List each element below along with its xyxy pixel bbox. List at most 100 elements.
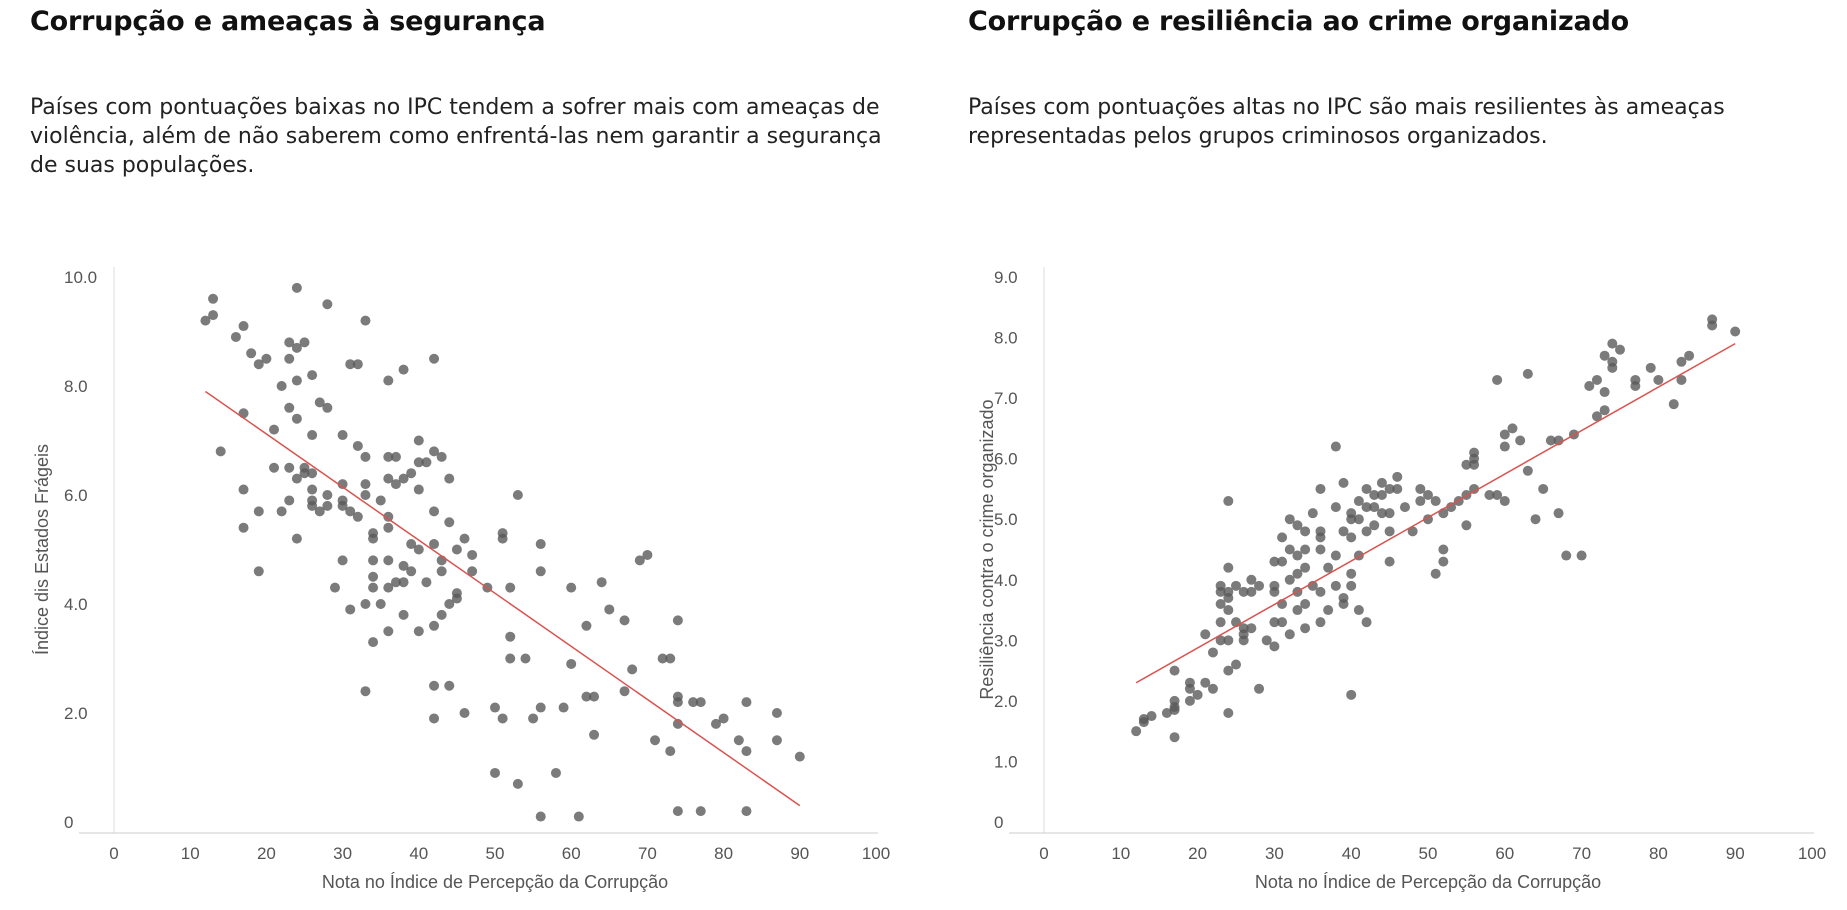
data-point xyxy=(398,473,409,484)
data-point xyxy=(390,479,401,490)
data-point xyxy=(1530,514,1541,525)
data-point xyxy=(1607,338,1618,349)
x-axis-title: Nota no Índice de Percepção da Corrupção xyxy=(322,872,668,892)
data-point xyxy=(1254,683,1265,694)
data-point xyxy=(1676,356,1687,367)
data-point xyxy=(413,457,424,468)
data-point xyxy=(672,806,683,817)
x-tick-label: 30 xyxy=(333,844,352,863)
data-point xyxy=(1576,550,1587,561)
data-point xyxy=(1277,532,1288,543)
data-point xyxy=(1507,423,1518,434)
data-point xyxy=(1138,717,1149,728)
y-tick-label: 2.0 xyxy=(994,692,1018,711)
data-point xyxy=(406,566,417,577)
data-point xyxy=(1223,635,1234,646)
data-point xyxy=(291,473,302,484)
data-point xyxy=(307,370,318,381)
data-point xyxy=(1300,544,1311,555)
data-point xyxy=(413,435,424,446)
data-point xyxy=(1223,708,1234,718)
data-point xyxy=(1499,441,1510,452)
y-tick-label: 10.0 xyxy=(64,268,97,287)
data-point xyxy=(390,451,401,462)
data-point xyxy=(1300,623,1311,634)
data-point xyxy=(528,713,539,724)
data-point xyxy=(1223,605,1234,616)
data-point xyxy=(1338,477,1349,488)
data-point xyxy=(512,778,523,789)
data-point xyxy=(1384,556,1395,567)
data-point xyxy=(589,729,600,740)
data-point xyxy=(1346,568,1357,579)
data-point xyxy=(1607,356,1618,367)
data-point xyxy=(1376,490,1387,500)
data-point xyxy=(771,708,782,718)
data-point xyxy=(1269,641,1280,652)
data-point xyxy=(269,462,280,473)
data-point xyxy=(314,397,325,408)
data-point xyxy=(269,424,280,435)
data-point xyxy=(253,566,264,577)
data-point xyxy=(398,609,409,620)
data-point xyxy=(505,631,516,642)
data-point xyxy=(1430,568,1441,579)
data-point xyxy=(573,811,584,822)
x-tick-label: 90 xyxy=(1726,844,1745,863)
data-point xyxy=(1284,629,1295,640)
data-point xyxy=(368,571,379,582)
data-point xyxy=(429,446,440,457)
data-point xyxy=(352,359,363,370)
data-point xyxy=(1292,568,1303,579)
data-point xyxy=(1392,483,1403,494)
left-chart-panel: Corrupção e ameaças à segurança Países c… xyxy=(30,0,890,178)
data-point xyxy=(1315,617,1326,628)
data-point xyxy=(436,609,447,620)
data-point xyxy=(436,451,447,462)
data-point xyxy=(1292,520,1303,531)
y-tick-label: 4.0 xyxy=(64,595,88,614)
data-point xyxy=(337,479,348,490)
x-tick-label: 90 xyxy=(790,844,809,863)
data-point xyxy=(238,321,249,332)
data-point xyxy=(375,599,386,609)
data-point xyxy=(299,337,310,348)
data-point xyxy=(360,490,371,500)
data-point xyxy=(429,506,440,517)
data-point xyxy=(566,582,577,593)
data-point xyxy=(299,468,310,479)
data-point xyxy=(1223,665,1234,676)
left-chart-subtitle: Países com pontuações baixas no IPC tend… xyxy=(30,95,882,178)
data-point xyxy=(1215,617,1226,628)
y-tick-label: 8.0 xyxy=(994,329,1018,348)
data-point xyxy=(1292,550,1303,561)
y-tick-label: 8.0 xyxy=(64,377,88,396)
data-point xyxy=(1361,526,1372,537)
data-point xyxy=(535,539,546,550)
data-point xyxy=(429,539,440,550)
x-axis-title: Nota no Índice de Percepção da Corrupção xyxy=(1255,872,1601,892)
data-point xyxy=(1215,635,1226,646)
left-chart-title: Corrupção e ameaças à segurança xyxy=(30,6,546,37)
data-point xyxy=(1215,599,1226,609)
data-point xyxy=(1169,732,1180,743)
data-point xyxy=(490,702,500,713)
data-point xyxy=(1207,647,1218,658)
x-tick-label: 20 xyxy=(1188,844,1207,863)
data-point xyxy=(558,702,569,713)
x-tick-label: 100 xyxy=(862,844,890,863)
data-point xyxy=(291,375,302,386)
data-point xyxy=(1353,514,1364,525)
data-point xyxy=(1346,580,1357,591)
data-point xyxy=(406,468,417,479)
data-point xyxy=(1384,508,1395,519)
data-point xyxy=(368,533,379,544)
x-tick-label: 70 xyxy=(1572,844,1591,863)
data-point xyxy=(1323,562,1334,573)
data-point xyxy=(1330,550,1341,561)
data-point xyxy=(733,735,744,746)
data-point xyxy=(1246,574,1257,585)
data-point xyxy=(1369,520,1380,531)
data-point xyxy=(1522,465,1533,476)
